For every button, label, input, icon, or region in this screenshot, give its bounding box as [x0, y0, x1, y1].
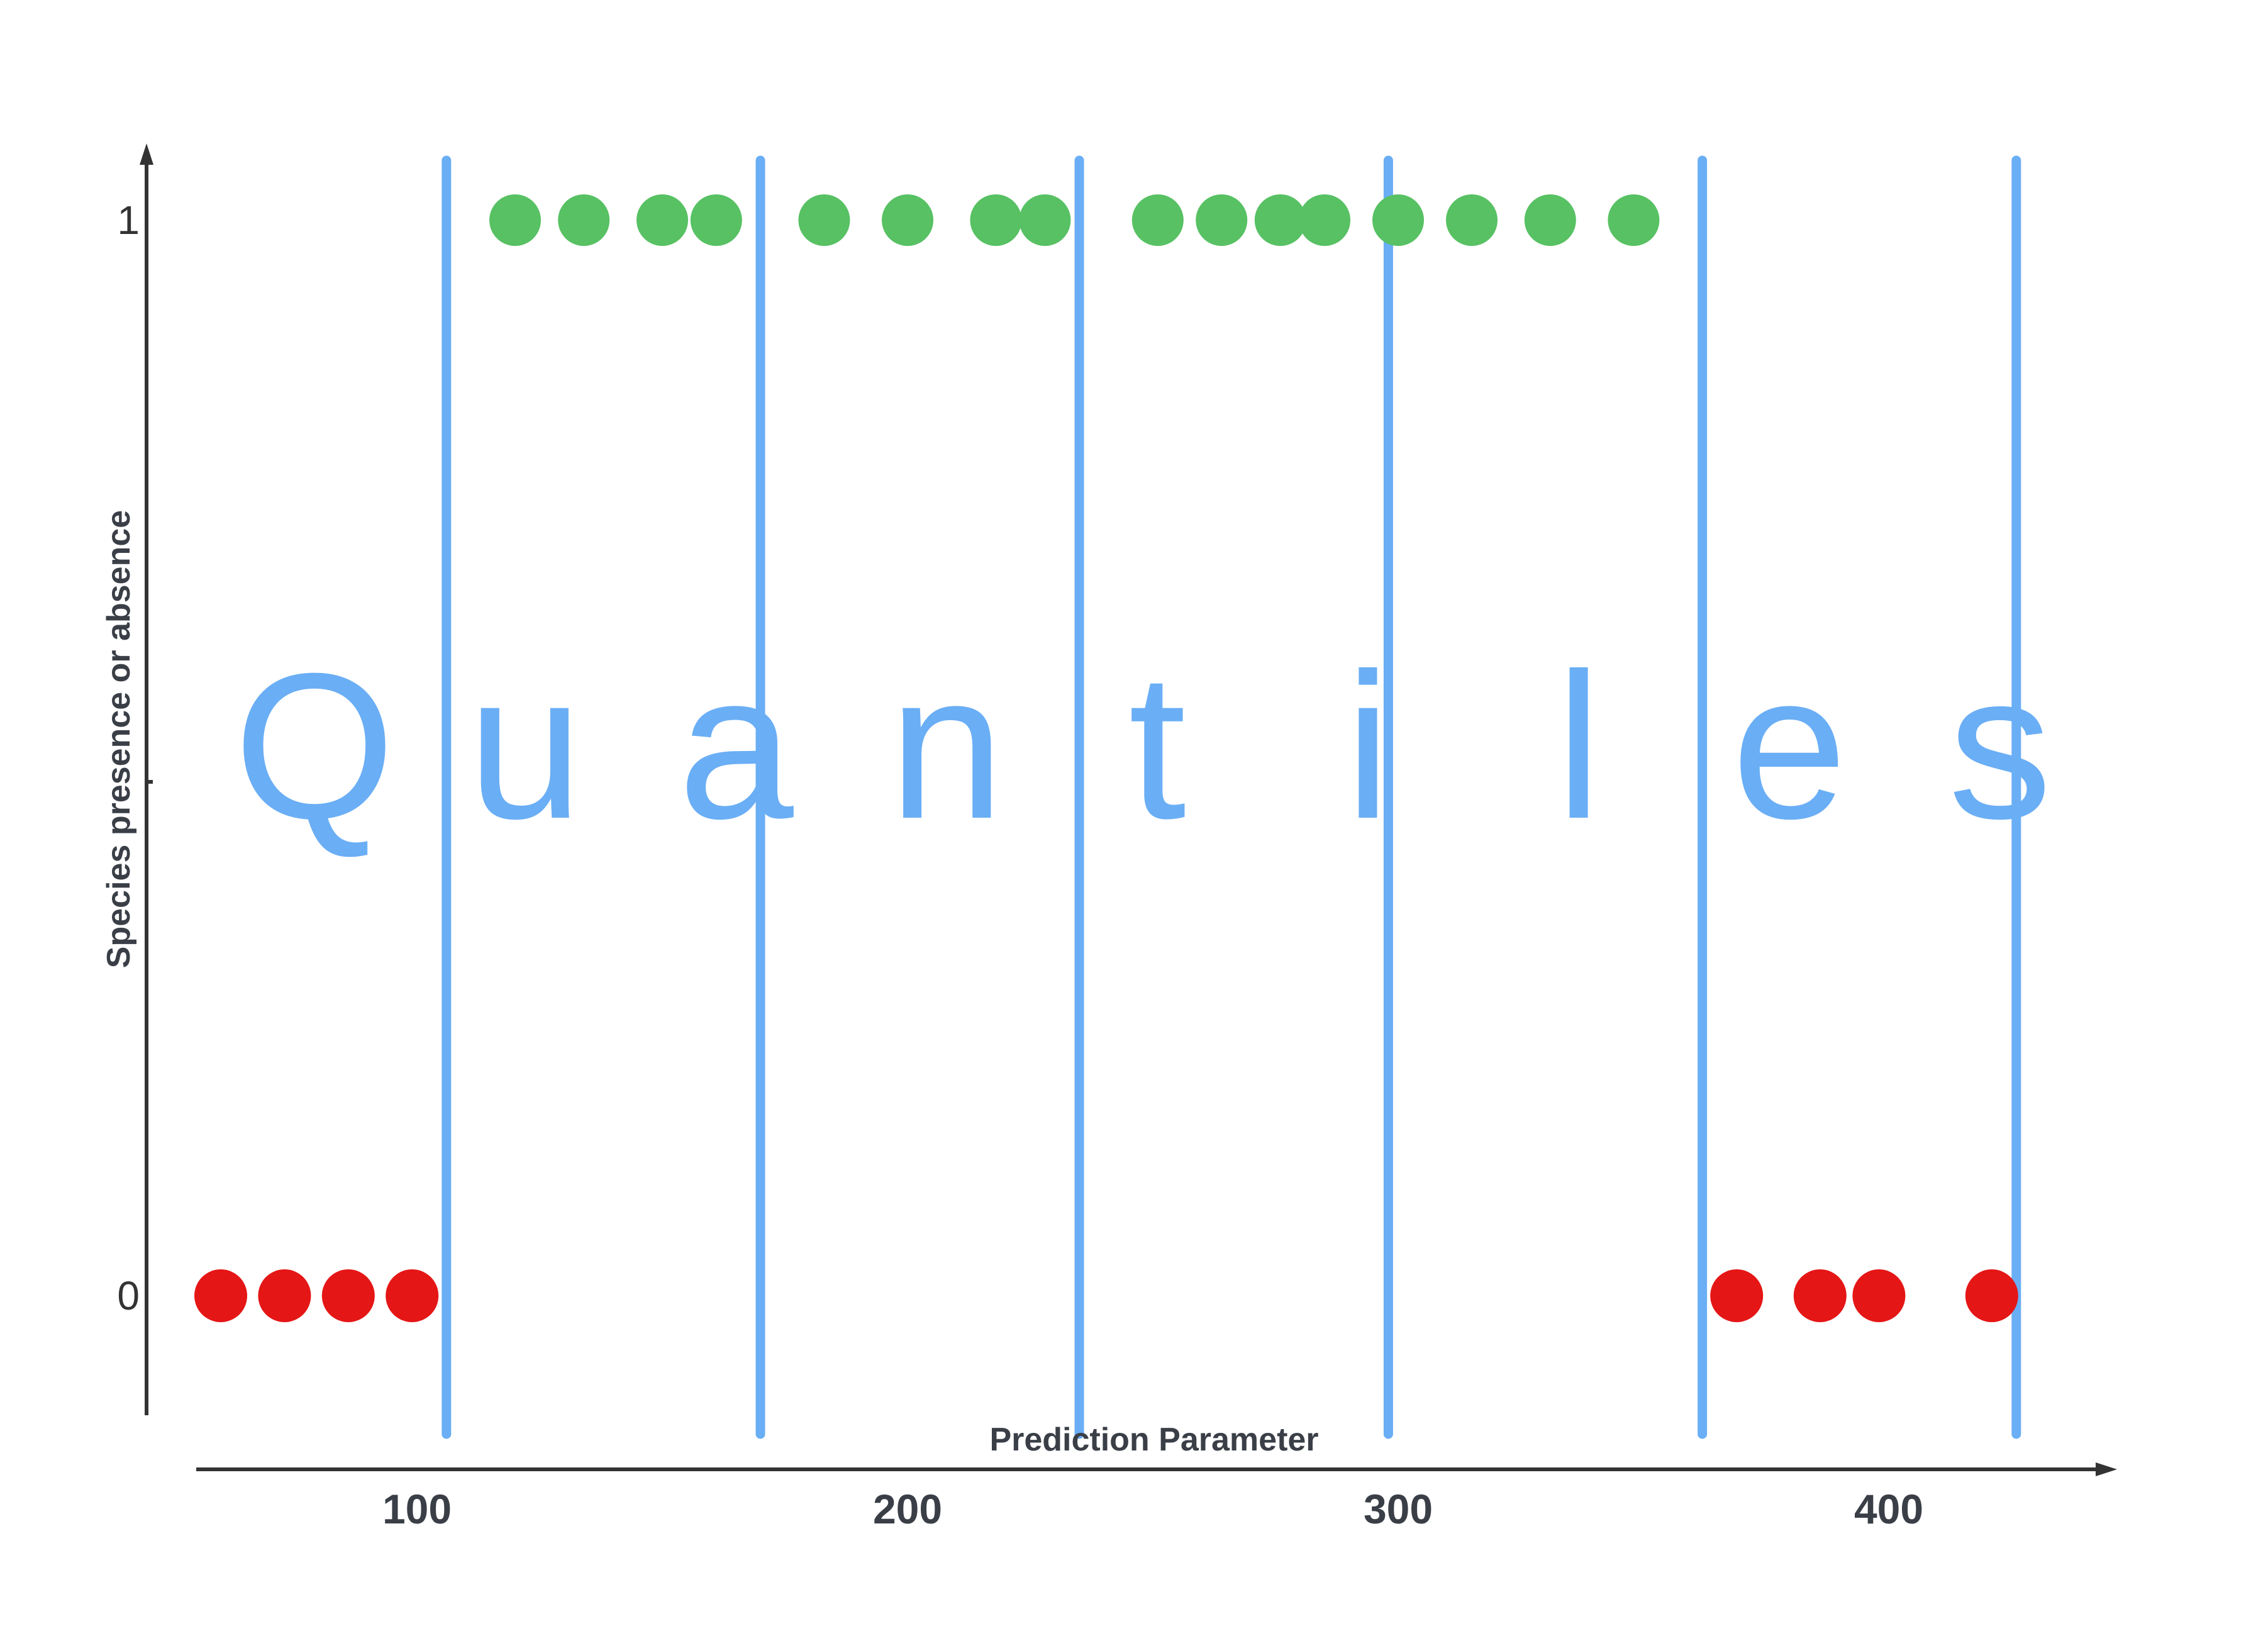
presence-point [1254, 194, 1306, 246]
presence-point [882, 194, 933, 246]
presence-point [1196, 194, 1248, 246]
presence-point [1372, 194, 1424, 246]
presence-point [1608, 194, 1660, 246]
absence-point [386, 1269, 439, 1322]
overlay-letter: l [1555, 630, 1601, 862]
overlay-letter: a [678, 630, 795, 862]
absence-point [1852, 1269, 1906, 1322]
x-tick-label: 400 [1854, 1486, 1923, 1532]
presence-point [1524, 194, 1576, 246]
y-tick-label: 1 [117, 198, 140, 243]
y-axis-title: Species presence or absence [101, 510, 137, 968]
overlay-letter: Q [234, 630, 396, 862]
x-axis-title: Prediction Parameter [989, 1422, 1318, 1458]
x-tick-label: 200 [873, 1486, 942, 1532]
overlay-letter: e [1732, 630, 1847, 862]
quantile-boundaries [442, 155, 2021, 1439]
y-tick-labels: 01 [117, 198, 140, 1318]
absence-point [1793, 1269, 1847, 1322]
data-points [194, 194, 2018, 1322]
presence-point [489, 194, 541, 246]
overlay-letter: i [1345, 630, 1391, 862]
absence-point [258, 1269, 311, 1322]
overlay-letter: u [467, 630, 583, 862]
x-tick-labels: 100 200 300 400 [382, 1486, 1923, 1532]
overlay-letter: t [1128, 630, 1187, 862]
presence-point [970, 194, 1022, 246]
presence-point [636, 194, 688, 246]
absence-point [1965, 1269, 2018, 1322]
absence-point [194, 1269, 247, 1322]
overlay-letter: n [889, 630, 1004, 862]
x-axis-arrowhead [2096, 1462, 2117, 1476]
absence-point [321, 1269, 375, 1322]
y-axis-arrowhead [140, 143, 153, 165]
presence-point [798, 194, 850, 246]
presence-point [558, 194, 610, 246]
absence-point [1710, 1269, 1764, 1322]
presence-point [1446, 194, 1498, 246]
presence-point [690, 194, 742, 246]
presence-point [1131, 194, 1184, 246]
y-tick-label: 0 [117, 1273, 140, 1318]
presence-point [1299, 194, 1350, 246]
x-tick-label: 100 [382, 1486, 452, 1532]
presence-point [1019, 194, 1071, 246]
x-tick-label: 300 [1364, 1486, 1433, 1532]
overlay-letter: s [1948, 630, 2052, 862]
